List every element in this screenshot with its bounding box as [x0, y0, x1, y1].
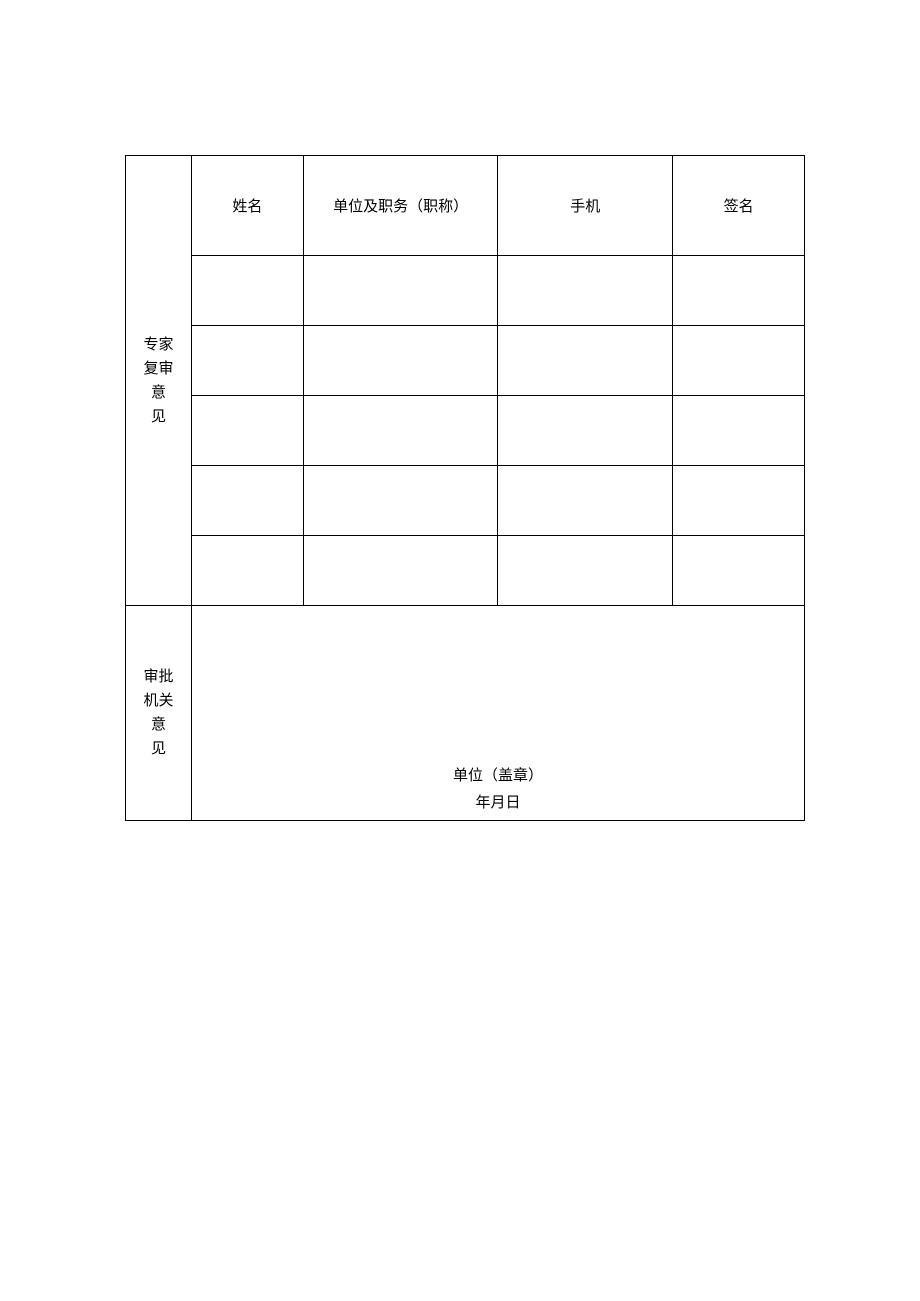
cell-sign-2: [673, 326, 805, 396]
review-approval-table: 专家 复审 意 见 姓名 单位及职务（职称） 手机 签名: [125, 155, 805, 821]
expert-label-line2: 复审: [143, 361, 173, 377]
cell-name-5: [191, 536, 303, 606]
header-name: 姓名: [191, 156, 303, 256]
expert-row-3: [126, 396, 805, 466]
approval-row: 审批 机关 意 见 单位（盖章） 年月日: [126, 606, 805, 821]
expert-row-1: [126, 256, 805, 326]
header-organization: 单位及职务（职称）: [303, 156, 498, 256]
cell-name-2: [191, 326, 303, 396]
approval-label-line3: 意: [151, 717, 166, 733]
expert-row-5: [126, 536, 805, 606]
cell-org-5: [303, 536, 498, 606]
approval-label-line1: 审批: [143, 669, 173, 685]
approval-label-cell: 审批 机关 意 见: [126, 606, 192, 821]
cell-sign-4: [673, 466, 805, 536]
expert-label-line1: 专家: [143, 337, 173, 353]
cell-phone-4: [498, 466, 673, 536]
approval-label-line4: 见: [151, 741, 166, 757]
cell-org-1: [303, 256, 498, 326]
cell-org-4: [303, 466, 498, 536]
approval-label-line2: 机关: [143, 693, 173, 709]
header-phone: 手机: [498, 156, 673, 256]
cell-phone-3: [498, 396, 673, 466]
expert-review-label-cell: 专家 复审 意 见: [126, 156, 192, 606]
cell-name-3: [191, 396, 303, 466]
expert-row-2: [126, 326, 805, 396]
cell-sign-5: [673, 536, 805, 606]
cell-phone-5: [498, 536, 673, 606]
approval-date-text: 年月日: [196, 791, 800, 812]
cell-phone-1: [498, 256, 673, 326]
expert-label-line3: 意: [151, 385, 166, 401]
cell-name-4: [191, 466, 303, 536]
cell-phone-2: [498, 326, 673, 396]
approval-stamp-text: 单位（盖章）: [196, 764, 800, 785]
cell-org-3: [303, 396, 498, 466]
cell-name-1: [191, 256, 303, 326]
header-signature: 签名: [673, 156, 805, 256]
cell-sign-1: [673, 256, 805, 326]
approval-content-cell: 单位（盖章） 年月日: [191, 606, 804, 821]
expert-header-row: 专家 复审 意 见 姓名 单位及职务（职称） 手机 签名: [126, 156, 805, 256]
cell-sign-3: [673, 396, 805, 466]
cell-org-2: [303, 326, 498, 396]
expert-label-line4: 见: [151, 409, 166, 425]
expert-row-4: [126, 466, 805, 536]
